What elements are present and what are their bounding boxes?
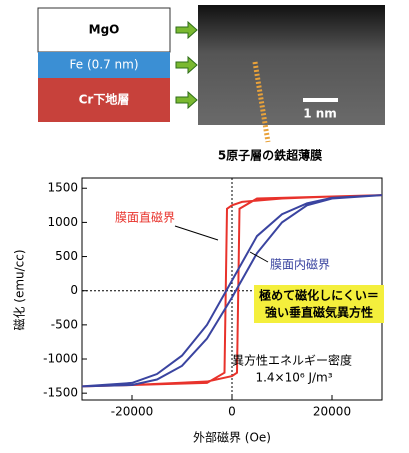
series-label: 膜面直磁界 [115,210,175,225]
annotation: 1.4×10⁶ J/m³ [255,371,332,385]
tem-image [198,5,385,125]
x-tick-label: -20000 [111,405,154,419]
layer-label: Fe (0.7 nm) [70,58,139,72]
y-tick-label: -1000 [43,352,78,366]
series-label: 膜面内磁界 [270,257,330,272]
caption: 5原子層の鉄超薄膜 [218,148,322,163]
annotation: 強い垂直磁気異方性 [265,305,373,320]
x-axis-label: 外部磁界 (Oe) [193,430,271,445]
layer-label: MgO [89,23,120,37]
scale-label: 1 nm [303,107,337,121]
x-tick-label: 20000 [313,405,351,419]
y-tick-label: -1500 [43,386,78,400]
layer-label: Cr下地層 [79,92,130,107]
leader [175,226,218,240]
y-tick-label: 1000 [47,215,78,229]
y-axis-label: 磁化 (emu/cc) [12,249,27,330]
annotation: 極めて磁化しにくい＝ [259,288,379,303]
x-tick-label: 0 [228,405,236,419]
figure: MgO Fe (0.7 nm) Cr下地層 1 nm 5原子層の鉄超薄膜 -15… [0,0,409,453]
y-tick-label: 0 [70,283,78,297]
y-tick-label: -500 [51,317,78,331]
y-tick-label: 1500 [47,181,78,195]
chart: -1500 -1000 -500 0 500 1000 1500 -20000 0 20000 外部… [12,178,385,445]
arrows [176,22,197,108]
annotation: 異方性エネルギー密度 [232,353,352,368]
y-tick-label: 500 [55,249,78,263]
